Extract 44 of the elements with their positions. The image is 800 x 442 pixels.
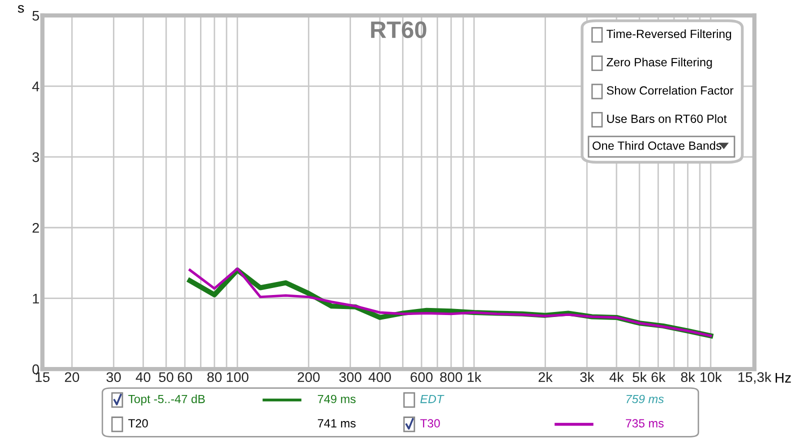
x-tick-label: 300 — [339, 372, 362, 382]
x-tick-label: 20 — [64, 372, 80, 382]
text: T30 — [420, 419, 440, 428]
annotation: Zero Phase Filtering — [606, 58, 712, 69]
x-tick-label: 15,3k — [738, 372, 772, 384]
x-axis-title: Hz — [776, 373, 791, 383]
x-tick-label: 1k — [468, 372, 482, 382]
y-tick-label: 5 — [32, 10, 40, 21]
annotation: Show Correlation Factor — [606, 86, 734, 95]
x-tick-label: 400 — [368, 372, 391, 382]
x-tick-label: 60 — [178, 372, 192, 382]
x-tick-label: 3k — [580, 372, 594, 382]
y-tick-label: 0 — [32, 364, 40, 374]
x-tick-label: 5k — [632, 372, 647, 382]
x-tick-label: 800 — [440, 372, 462, 382]
x-tick-label: 600 — [410, 372, 433, 382]
text: 749 ms — [318, 394, 356, 404]
y-tick-label: 2 — [32, 222, 39, 233]
x-tick-label: 50 — [158, 372, 174, 382]
x-tick-label: 6k — [652, 372, 666, 382]
annotation: Time-Reversed Filtering — [606, 29, 732, 40]
text: EDT — [420, 394, 444, 404]
x-tick-label: 15 — [36, 372, 50, 382]
x-tick-label: 40 — [136, 372, 150, 382]
y-tick-label: 3 — [32, 152, 40, 162]
y-tick-label: 4 — [32, 82, 40, 92]
text: Topt -5..-47 dB — [128, 394, 205, 406]
annotation: One Third Octave Bands — [592, 141, 722, 150]
y-tick-label: 1 — [32, 294, 39, 304]
chart-title: RT60 — [371, 21, 426, 38]
annotation: Use Bars on RT60 Plot — [607, 114, 727, 123]
x-tick-label: 10k — [700, 372, 722, 382]
text: 735 ms — [626, 419, 664, 428]
x-tick-label: 100 — [226, 372, 248, 382]
x-tick-label: 30 — [106, 372, 121, 382]
y-axis-title: s — [18, 5, 24, 13]
x-tick-label: 200 — [298, 372, 320, 382]
text: T20 — [128, 419, 148, 428]
text: 759 ms — [626, 394, 664, 404]
x-tick-label: 8k — [681, 372, 696, 382]
x-tick-label: 80 — [207, 372, 222, 382]
x-tick-label: 4k — [610, 372, 624, 382]
text: 741 ms — [318, 419, 356, 428]
x-tick-label: 2k — [538, 372, 553, 382]
